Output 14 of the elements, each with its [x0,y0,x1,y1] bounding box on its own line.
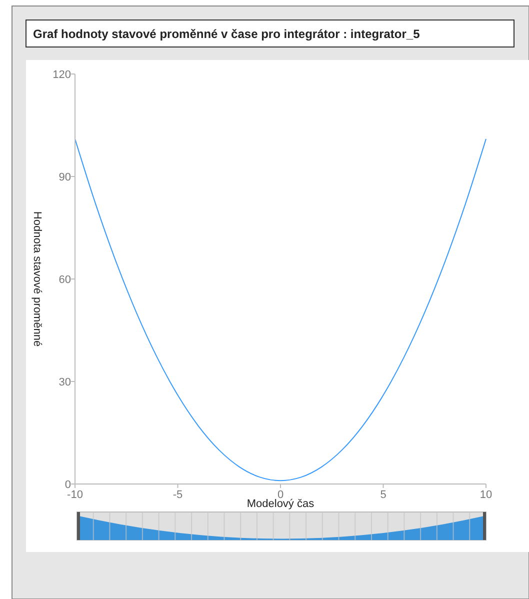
line-series [74,138,486,482]
y-tick-label: 30 [58,376,71,388]
x-tick-label: 5 [380,489,386,501]
y-tick-label: 120 [52,69,71,81]
x-tick-label: -5 [172,489,183,501]
chart-title: Graf hodnoty stavové proměnné v čase pro integrátor : integrator_5 [33,27,420,41]
x-tick-label: 0 [277,489,284,501]
x-tick-label: 10 [480,489,492,501]
y-tick-label: 60 [58,274,71,286]
x-tick-label: -10 [67,489,83,501]
x-axis-title: Modelový čas [246,498,315,510]
y-axis-title: Hodnota stavové proměnné [31,211,43,347]
y-tick-label: 90 [58,172,71,184]
y-tick-label: 0 [64,479,71,491]
